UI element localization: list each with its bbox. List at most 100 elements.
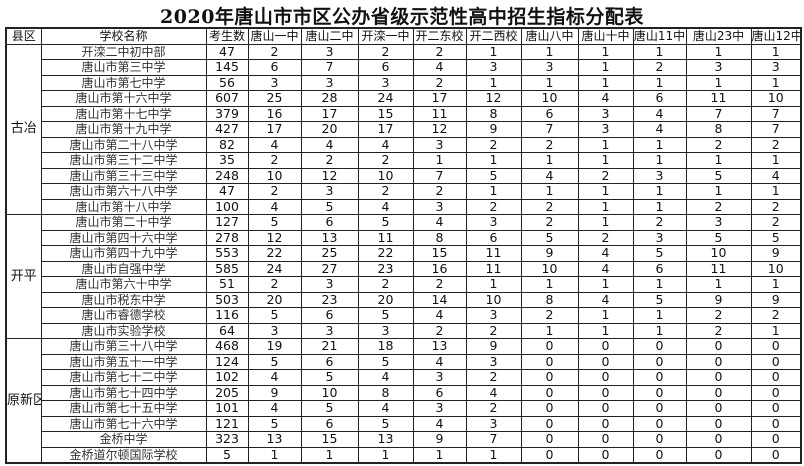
quota-cell: 4 — [412, 353, 467, 370]
school-name-cell: 唐山市第七十四中学 — [40, 384, 207, 401]
quota-cell: 6 — [357, 59, 414, 76]
quota-cell: 0 — [520, 338, 579, 355]
quota-cell: 4 — [357, 369, 414, 386]
quota-cell: 9 — [247, 384, 302, 401]
quota-cell: 4 — [357, 198, 414, 215]
quota-cell: 15 — [412, 245, 467, 262]
quota-cell: 5 — [300, 400, 359, 417]
table-row: 唐山市第七十四中学 205 9 10 8 6 4 0 0 0 0 0 — [6, 384, 802, 401]
quota-cell: 6 — [300, 353, 359, 370]
quota-cell: 0 — [750, 446, 802, 464]
quota-cell: 12 — [412, 121, 467, 138]
quota-cell: 11 — [357, 229, 414, 246]
quota-cell: 2 — [357, 152, 414, 169]
quota-cell: 0 — [750, 369, 802, 386]
quota-cell: 2 — [247, 276, 302, 293]
quota-cell: 2 — [300, 152, 359, 169]
quota-cell: 1 — [577, 152, 634, 169]
school-name-cell: 唐山市第三中学 — [40, 59, 207, 76]
quota-cell: 9 — [685, 291, 752, 308]
region-cell: 原新区 — [5, 338, 42, 464]
quota-cell: 1 — [632, 276, 687, 293]
quota-cell: 1 — [632, 322, 687, 339]
school-name-cell: 唐山市第四十六中学 — [40, 229, 207, 246]
table-row: 金桥道尔顿国际学校 5 1 1 1 1 1 0 0 0 0 0 — [6, 446, 802, 464]
quota-cell: 1 — [357, 446, 414, 464]
school-name-cell: 唐山市第二十中学 — [40, 214, 207, 231]
quota-cell: 5 — [632, 291, 687, 308]
quota-cell: 17 — [412, 90, 467, 107]
quota-cell: 6 — [300, 415, 359, 432]
school-name-cell: 金桥道尔顿国际学校 — [40, 446, 207, 464]
quota-cell: 3 — [247, 74, 302, 91]
quota-cell: 0 — [577, 353, 634, 370]
school-name-cell: 唐山市第七十五中学 — [40, 400, 207, 417]
quota-cell: 1 — [750, 276, 802, 293]
quota-cell: 6 — [247, 59, 302, 76]
quota-cell: 1 — [247, 446, 302, 464]
quota-cell: 1 — [465, 183, 522, 200]
quota-cell: 4 — [577, 90, 634, 107]
quota-cell: 14 — [412, 291, 467, 308]
quota-cell: 10 — [465, 291, 522, 308]
quota-cell: 20 — [357, 291, 414, 308]
quota-cell: 0 — [632, 415, 687, 432]
quota-cell: 5 — [520, 229, 579, 246]
quota-cell: 4 — [247, 198, 302, 215]
quota-cell: 12 — [247, 229, 302, 246]
quota-cell: 13 — [247, 431, 302, 448]
quota-cell: 3 — [412, 400, 467, 417]
quota-cell: 17 — [357, 121, 414, 138]
quota-cell: 7 — [300, 59, 359, 76]
quota-cell: 0 — [520, 384, 579, 401]
quota-cell: 0 — [750, 353, 802, 370]
school-name-cell: 唐山市实验学校 — [40, 322, 207, 339]
quota-cell: 2 — [750, 307, 802, 324]
quota-cell: 0 — [577, 431, 634, 448]
student-count-cell: 101 — [205, 400, 249, 417]
quota-cell: 27 — [300, 260, 359, 277]
quota-cell: 0 — [632, 400, 687, 417]
quota-cell: 6 — [520, 105, 579, 122]
quota-cell: 4 — [247, 369, 302, 386]
quota-cell: 8 — [357, 384, 414, 401]
quota-cell: 0 — [632, 338, 687, 355]
quota-cell: 0 — [577, 338, 634, 355]
quota-cell: 0 — [632, 446, 687, 464]
quota-cell: 3 — [300, 322, 359, 339]
quota-cell: 13 — [300, 229, 359, 246]
student-count-cell: 278 — [205, 229, 249, 246]
student-count-cell: 35 — [205, 152, 249, 169]
quota-cell: 1 — [520, 322, 579, 339]
quota-cell: 1 — [577, 136, 634, 153]
student-count-cell: 553 — [205, 245, 249, 262]
quota-cell: 21 — [300, 338, 359, 355]
quota-cell: 2 — [632, 214, 687, 231]
school-name-cell: 唐山市第三十八中学 — [40, 338, 207, 355]
school-name-cell: 唐山市第十九中学 — [40, 121, 207, 138]
quota-cell: 2 — [465, 322, 522, 339]
student-count-cell: 47 — [205, 43, 249, 60]
quota-cell: 1 — [520, 183, 579, 200]
table-row: 唐山市实验学校 64 3 3 3 2 2 1 1 1 2 1 — [6, 322, 802, 339]
table-row: 唐山市第三中学 145 6 7 6 4 3 3 1 2 3 3 — [6, 59, 802, 76]
quota-cell: 2 — [412, 322, 467, 339]
student-count-cell: 248 — [205, 167, 249, 184]
quota-cell: 6 — [300, 214, 359, 231]
quota-cell: 3 — [357, 322, 414, 339]
quota-cell: 16 — [247, 105, 302, 122]
quota-cell: 3 — [577, 105, 634, 122]
quota-cell: 2 — [750, 136, 802, 153]
quota-cell: 9 — [750, 291, 802, 308]
quota-cell: 4 — [577, 245, 634, 262]
quota-cell: 1 — [577, 59, 634, 76]
quota-cell: 2 — [357, 276, 414, 293]
quota-cell: 2 — [465, 198, 522, 215]
quota-cell: 0 — [750, 400, 802, 417]
quota-cell: 4 — [520, 167, 579, 184]
quota-cell: 1 — [412, 152, 467, 169]
quota-cell: 3 — [465, 307, 522, 324]
quota-cell: 19 — [247, 338, 302, 355]
quota-cell: 1 — [632, 183, 687, 200]
student-count-cell: 64 — [205, 322, 249, 339]
